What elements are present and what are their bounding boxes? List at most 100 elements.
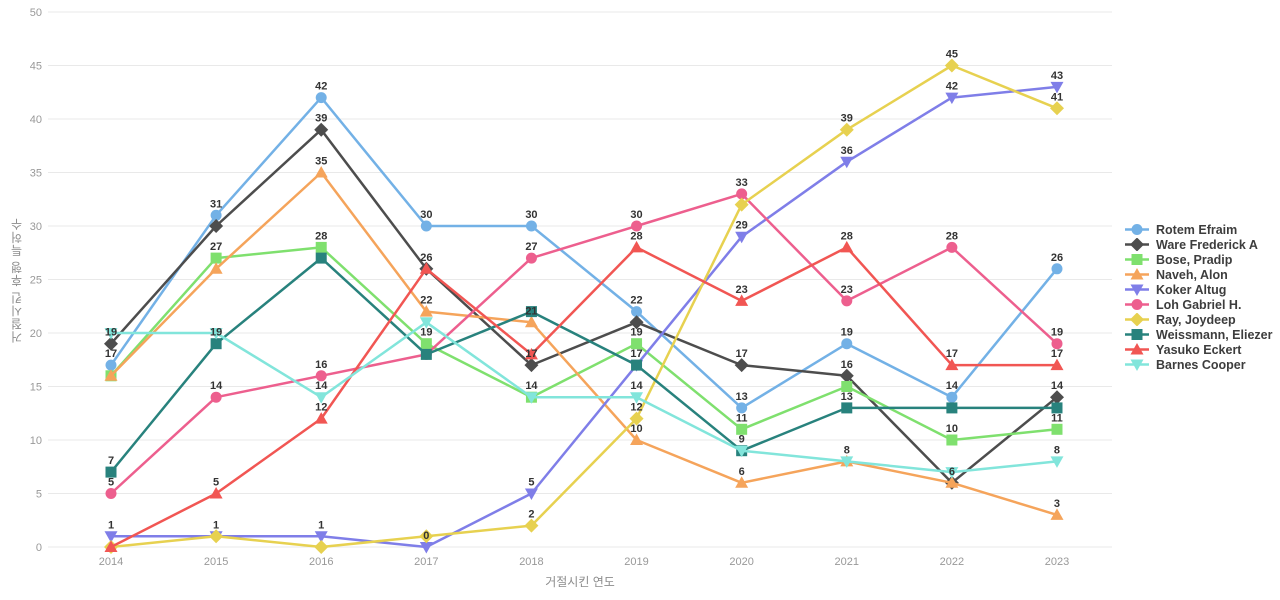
- legend-marker-icon: [1125, 268, 1149, 280]
- value-label: 14: [210, 380, 223, 392]
- legend-marker-icon: [1125, 254, 1149, 265]
- value-label: 6: [949, 466, 955, 478]
- legend-item-ware-frederick-a[interactable]: Ware Frederick A: [1124, 237, 1273, 252]
- y-tick-label: 45: [30, 61, 42, 73]
- value-label: 19: [420, 327, 432, 339]
- legend-marker-icon: [1125, 359, 1149, 371]
- x-tick-label: 2015: [204, 556, 228, 568]
- value-label: 19: [630, 327, 642, 339]
- value-label: 14: [946, 380, 959, 392]
- y-tick-label: 30: [30, 221, 42, 233]
- x-tick-label: 2021: [835, 556, 859, 568]
- value-label: 8: [844, 444, 850, 456]
- value-label: 42: [946, 81, 958, 93]
- value-label: 1: [318, 519, 324, 531]
- series-line-bose-pradip: [109, 246, 1059, 442]
- value-label: 43: [1051, 70, 1063, 82]
- x-tick-label: 2016: [309, 556, 333, 568]
- y-tick-label: 20: [30, 328, 42, 340]
- value-label: 22: [420, 295, 432, 307]
- x-tick-label: 2014: [99, 556, 123, 568]
- value-label: 17: [946, 348, 958, 360]
- value-label: 28: [841, 230, 853, 242]
- value-label: 26: [1051, 252, 1063, 264]
- legend-label: Loh Gabriel H.: [1156, 297, 1242, 312]
- x-tick-label: 2017: [414, 556, 438, 568]
- legend-label: Ware Frederick A: [1156, 237, 1258, 252]
- value-label: 16: [315, 359, 327, 371]
- legend-label: Bose, Pradip: [1156, 252, 1233, 267]
- value-label: 6: [739, 466, 745, 478]
- value-label: 1: [108, 519, 114, 531]
- series-line-barnes-cooper: [109, 321, 1059, 474]
- x-tick-label: 2020: [729, 556, 753, 568]
- value-label: 7: [108, 455, 114, 467]
- legend-item-bose-pradip[interactable]: Bose, Pradip: [1124, 252, 1273, 267]
- value-label: 12: [630, 402, 642, 414]
- series-loh-gabriel-h: [105, 188, 1063, 499]
- value-label: 14: [315, 380, 328, 392]
- value-label: 11: [736, 412, 748, 424]
- value-label: 41: [1051, 91, 1063, 103]
- series-line-weissmann-eliezer: [109, 256, 1059, 474]
- grid-lines: [48, 11, 1112, 548]
- legend-item-koker-altug[interactable]: Koker Altug: [1124, 282, 1273, 297]
- value-label: 42: [315, 81, 327, 93]
- legend-item-rotem-efraim[interactable]: Rotem Efraim: [1124, 222, 1273, 237]
- y-tick-label: 35: [30, 168, 42, 180]
- legend-item-weissmann-eliezer[interactable]: Weissmann, Eliezer: [1124, 327, 1273, 342]
- legend-item-loh-gabriel-h[interactable]: Loh Gabriel H.: [1124, 297, 1273, 312]
- value-label: 27: [210, 241, 222, 253]
- legend-label: Rotem Efraim: [1156, 222, 1238, 237]
- x-tick-label: 2018: [519, 556, 543, 568]
- value-label: 19: [210, 327, 222, 339]
- series-line-loh-gabriel-h: [109, 192, 1059, 495]
- legend-marker-icon: [1125, 284, 1149, 296]
- legend-label: Naveh, Alon: [1156, 267, 1228, 282]
- x-tick-label: 2019: [624, 556, 648, 568]
- series-line-naveh-alon: [109, 171, 1059, 517]
- legend-label: Weissmann, Eliezer: [1156, 327, 1273, 342]
- legend-item-naveh-alon[interactable]: Naveh, Alon: [1124, 267, 1273, 282]
- x-tick-label: 2023: [1045, 556, 1069, 568]
- y-tick-label: 50: [30, 7, 42, 19]
- value-label: 33: [736, 177, 748, 189]
- value-label: 12: [315, 402, 327, 414]
- value-label: 30: [420, 209, 432, 221]
- y-tick-label: 0: [36, 542, 42, 554]
- y-tick-label: 15: [30, 382, 42, 394]
- value-label: 30: [630, 209, 642, 221]
- y-tick-label: 5: [36, 489, 42, 501]
- series-line-ray-joydeep: [109, 64, 1059, 549]
- value-label: 35: [315, 156, 327, 168]
- value-label: 29: [736, 220, 748, 232]
- value-label: 17: [525, 348, 537, 360]
- value-label: 0: [423, 530, 429, 542]
- legend-item-ray-joydeep[interactable]: Ray, Joydeep: [1124, 312, 1273, 327]
- legend-marker-icon: [1125, 299, 1149, 310]
- value-label: 19: [105, 327, 117, 339]
- value-label: 39: [841, 113, 853, 125]
- legend-item-barnes-cooper[interactable]: Barnes Cooper: [1124, 357, 1273, 372]
- value-label: 14: [525, 380, 538, 392]
- legend-item-yasuko-eckert[interactable]: Yasuko Eckert: [1124, 342, 1273, 357]
- value-label: 8: [1054, 444, 1060, 456]
- series-line-rotem-efraim: [109, 96, 1059, 410]
- value-label: 28: [630, 230, 642, 242]
- series-naveh-alon: [104, 166, 1064, 520]
- value-label: 27: [525, 241, 537, 253]
- value-label: 36: [841, 145, 853, 157]
- value-label: 19: [1051, 327, 1063, 339]
- y-axis-title: 거절시킨 후행 특허수: [10, 217, 24, 343]
- legend-marker-icon: [1125, 313, 1149, 326]
- series-ray-joydeep: [104, 58, 1064, 554]
- value-label: 22: [630, 295, 642, 307]
- legend-marker-icon: [1125, 343, 1149, 355]
- series-line-koker-altug: [109, 85, 1059, 549]
- value-label: 23: [736, 284, 748, 296]
- series-barnes-cooper: [104, 317, 1064, 479]
- value-label: 14: [630, 380, 643, 392]
